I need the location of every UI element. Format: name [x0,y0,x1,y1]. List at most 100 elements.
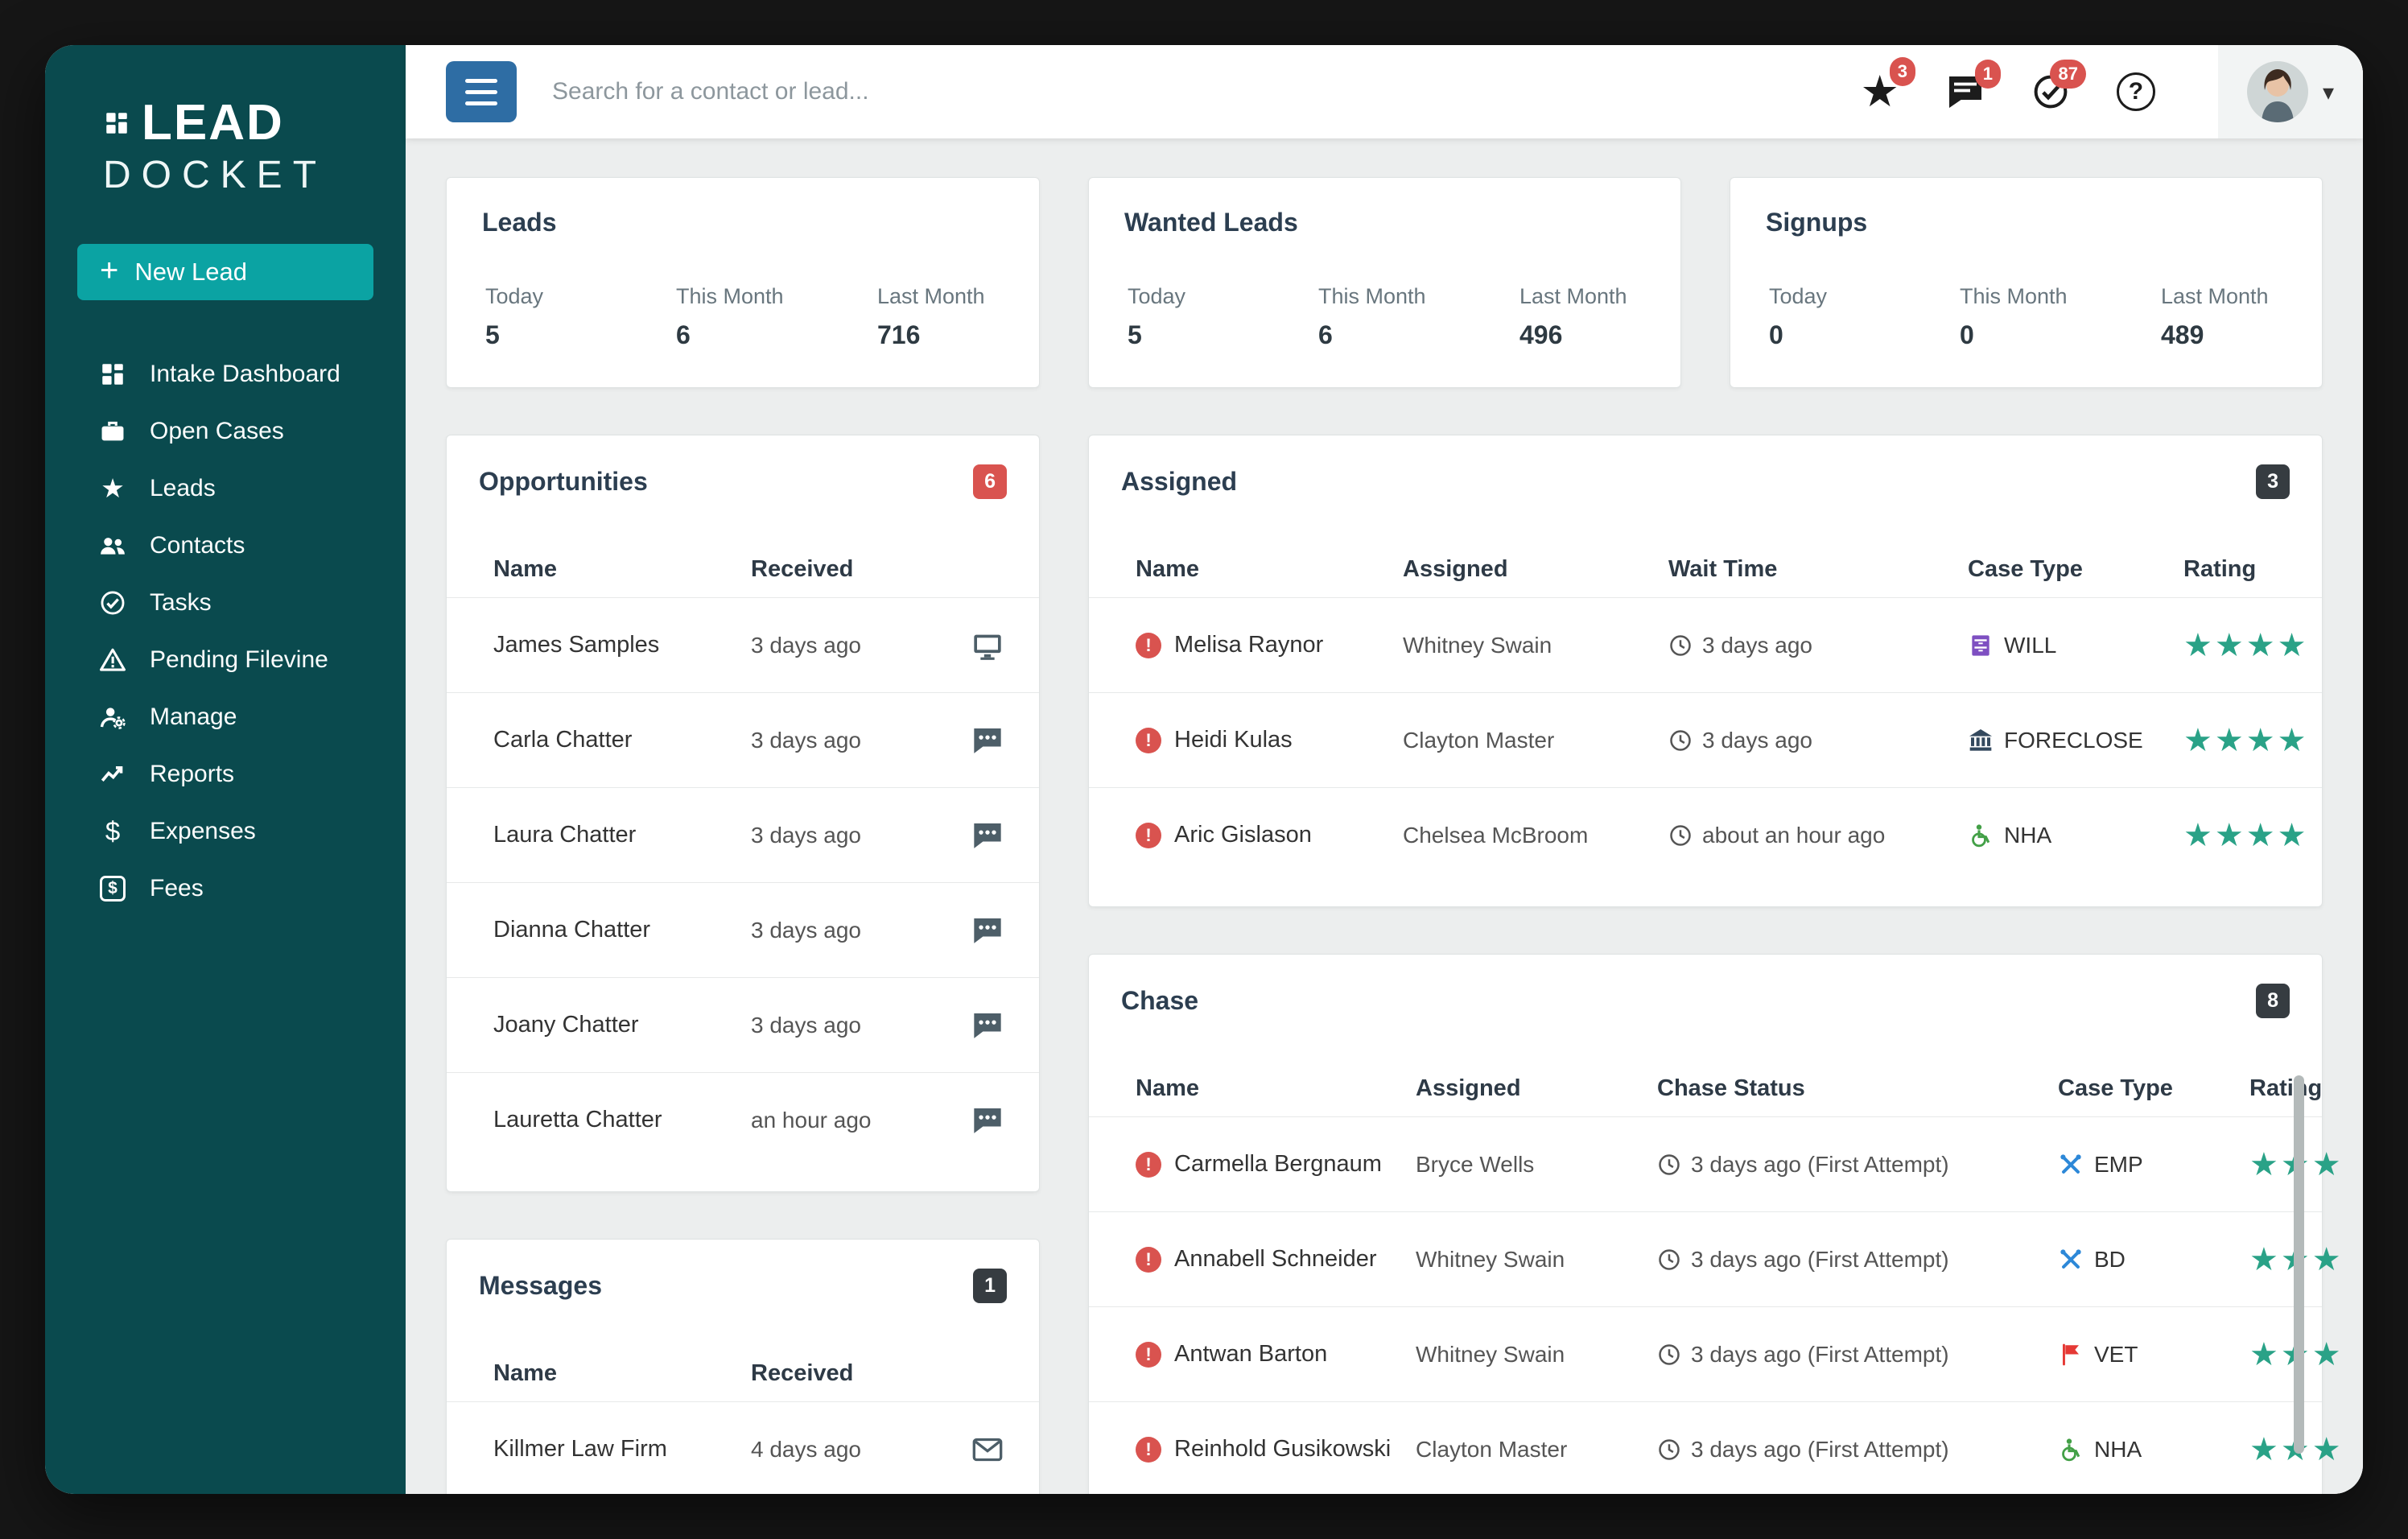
sidebar-item-label: Open Cases [150,417,284,444]
clock-icon [1657,1438,1681,1462]
flag-icon [2058,1342,2084,1368]
avatar [2246,61,2308,122]
menu-button[interactable] [446,61,517,122]
card-title: Wanted Leads [1124,208,1298,237]
table-row[interactable]: Dianna Chatter 3 days ago [447,882,1039,977]
tools-icon [2058,1247,2084,1273]
tools-icon [2058,1152,2084,1178]
stat-value: 6 [676,320,691,350]
sms-icon[interactable] [952,724,1004,757]
stat-label: Today [1128,284,1186,309]
column-header: Wait Time [1668,555,1778,582]
column-header: Rating [2183,555,2257,582]
sidebar-item-contacts[interactable]: Contacts [45,517,406,574]
alert-icon: ! [1136,1151,1161,1178]
logo-grid-icon [103,109,130,137]
chevron-down-icon: ▾ [2322,79,2334,105]
logo-text-lead: LEAD [142,95,284,151]
table-row[interactable]: Carla Chatter 3 days ago [447,692,1039,787]
table-row[interactable]: ! Antwan Barton Whitney Swain 3 days ago … [1089,1306,2341,1401]
dashboard-icon [97,358,129,390]
star-icon: ★ [101,473,125,503]
table-row[interactable]: ! Aric Gislason Chelsea McBroom about an … [1089,787,2322,882]
stat-label: Last Month [1519,284,1627,309]
column-header: Name [1136,1075,1199,1101]
rating-stars: ★★★★ [2183,722,2309,758]
clock-icon [1668,633,1693,658]
messages-button[interactable]: 1 [1946,60,2001,111]
chase-count-badge: 8 [2256,984,2290,1018]
search-input[interactable] [550,77,1827,106]
sidebar-item-fees[interactable]: $ Fees [45,860,406,917]
wheelchair-icon [2058,1437,2084,1463]
sms-icon[interactable] [952,1104,1004,1137]
sidebar-item-manage[interactable]: Manage [45,688,406,745]
sidebar: LEAD DOCKET + New Lead Intake Dashboard … [45,45,406,1494]
people-icon [97,530,129,562]
clock-icon [1657,1343,1681,1367]
hamburger-icon [465,78,497,83]
sidebar-item-intake-dashboard[interactable]: Intake Dashboard [45,345,406,402]
tasks-button[interactable]: 87 [2031,60,2086,111]
sms-icon[interactable] [952,1009,1004,1042]
alert-icon: ! [1136,1436,1161,1463]
table-row[interactable]: ! Annabell Schneider Whitney Swain 3 days… [1089,1211,2341,1306]
check-circle-icon [97,587,129,619]
table-row[interactable]: Laura Chatter 3 days ago [447,787,1039,882]
sms-icon[interactable] [952,914,1004,947]
stat-label: This Month [1318,284,1426,309]
cabinet-icon [1968,633,1994,658]
card-title: Messages [479,1271,602,1301]
monitor-icon[interactable] [952,629,1004,662]
clock-icon [1668,823,1693,848]
alert-icon: ! [1136,822,1161,848]
new-lead-button[interactable]: + New Lead [77,244,373,300]
sidebar-item-pending-filevine[interactable]: Pending Filevine [45,631,406,688]
envelope-icon[interactable] [952,1434,1004,1466]
table-row[interactable]: Joany Chatter 3 days ago [447,977,1039,1072]
sidebar-item-leads[interactable]: ★ Leads [45,460,406,517]
column-header: Case Type [2058,1075,2173,1101]
help-button[interactable]: ? [2116,72,2155,111]
column-header: Name [493,555,557,582]
sidebar-item-reports[interactable]: Reports [45,745,406,803]
sms-icon[interactable] [952,819,1004,852]
column-header: Rating [2249,1075,2323,1101]
sidebar-item-open-cases[interactable]: Open Cases [45,402,406,460]
table-row[interactable]: Killmer Law Firm 4 days ago [447,1401,1039,1494]
warning-icon [97,644,129,676]
sidebar-nav: Intake Dashboard Open Cases ★ Leads Cont… [45,345,406,917]
clock-icon [1657,1153,1681,1177]
table-row[interactable]: James Samples 3 days ago [447,597,1039,692]
favorites-badge: 3 [1889,57,1915,86]
assigned-count-badge: 3 [2256,464,2290,499]
wheelchair-icon [1968,823,1994,848]
alert-icon: ! [1136,1341,1161,1368]
stat-value: 0 [1960,320,1974,350]
chase-scrollbar[interactable] [2294,1075,2304,1454]
stat-card-wanted-leads: Wanted Leads Today 5 This Month 6 Last M… [1088,177,1681,388]
rating-stars: ★★★★ [2183,627,2309,663]
user-menu[interactable]: ▾ [2217,45,2363,138]
table-row[interactable]: ! Heidi Kulas Clayton Master 3 days ago F… [1089,692,2322,787]
stat-value: 489 [2161,320,2204,350]
table-row[interactable]: ! Melisa Raynor Whitney Swain 3 days ago … [1089,597,2322,692]
stat-card-signups: Signups Today 0 This Month 0 Last Month … [1730,177,2323,388]
sidebar-item-tasks[interactable]: Tasks [45,574,406,631]
user-gear-icon [97,701,129,733]
sidebar-item-expenses[interactable]: $ Expenses [45,803,406,860]
table-row[interactable]: ! Reinhold Gusikowski Clayton Master 3 da… [1089,1401,2341,1494]
question-icon: ? [2116,72,2155,111]
table-row[interactable]: ! Carmella Bergnaum Bryce Wells 3 days ag… [1089,1116,2341,1211]
stat-value: 716 [877,320,921,350]
stat-card-leads: Leads Today 5 This Month 6 Last Month 71… [446,177,1040,388]
messages-card: Messages 1 Name Received Killmer Law Fir… [446,1239,1040,1494]
table-row[interactable]: Lauretta Chatter an hour ago [447,1072,1039,1167]
rating-stars: ★★★★ [2183,817,2309,853]
card-title: Signups [1766,208,1868,237]
column-header: Chase Status [1657,1075,1805,1101]
stat-value: 5 [1128,320,1142,350]
stat-label: This Month [1960,284,2068,309]
sidebar-item-label: Tasks [150,588,212,616]
favorites-button[interactable]: ★ 3 [1861,57,1915,113]
